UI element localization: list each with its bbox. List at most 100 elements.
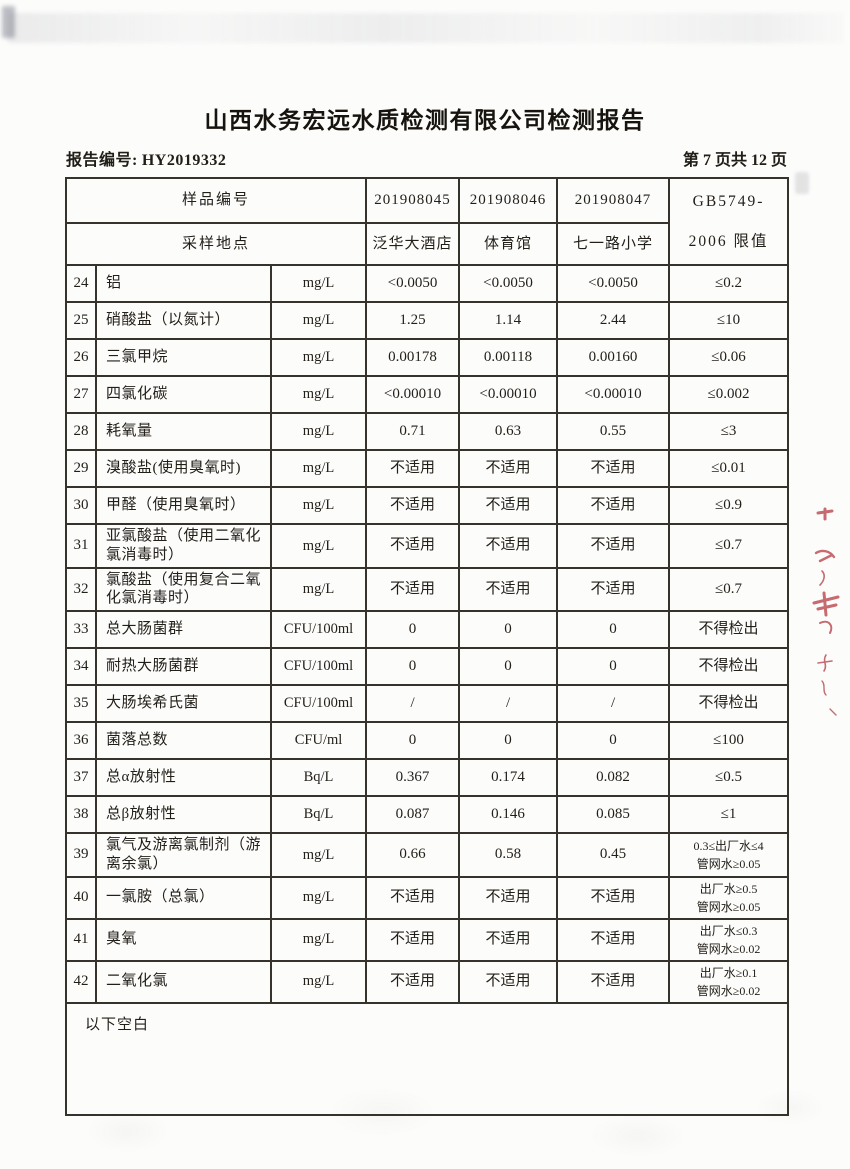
row-number: 34 bbox=[65, 647, 97, 686]
value-sample-3: <0.0050 bbox=[556, 264, 671, 303]
value-sample-2: 0.00118 bbox=[458, 338, 559, 377]
table-row: 39 氯气及游离氯制剂（游离余氯） mg/L 0.66 0.58 0.45 0.3≤出厂水≤… bbox=[65, 832, 790, 878]
sample-id-2: 201908046 bbox=[458, 177, 559, 224]
value-sample-3: <0.00010 bbox=[556, 375, 671, 414]
value-sample-2: 不适用 bbox=[458, 523, 559, 569]
value-sample-1: / bbox=[365, 684, 461, 723]
param-name: 氯气及游离氯制剂（游离余氯） bbox=[95, 832, 272, 878]
value-sample-1: 0.367 bbox=[365, 758, 461, 797]
param-name: 臭氧 bbox=[95, 917, 272, 962]
value-sample-2: 0.63 bbox=[458, 412, 559, 451]
report-number: 报告编号: HY2019332 bbox=[66, 146, 226, 170]
unit-cell: Bq/L bbox=[269, 758, 368, 797]
param-name: 耗氧量 bbox=[95, 412, 272, 451]
value-sample-1: 不适用 bbox=[365, 875, 461, 920]
page-indicator: 第 7 页共 12 页 bbox=[682, 152, 787, 169]
param-name: 菌落总数 bbox=[95, 721, 272, 760]
param-name: 二氧化氯 bbox=[95, 959, 272, 1004]
row-number: 37 bbox=[65, 758, 97, 797]
value-sample-3: 0.00160 bbox=[556, 338, 671, 377]
row-number: 26 bbox=[65, 338, 97, 377]
table-row: 27 四氯化碳 mg/L <0.00010 <0.00010 <0.00010 ≤0.002 bbox=[65, 375, 790, 414]
unit-cell: mg/L bbox=[269, 449, 368, 488]
value-sample-1: 0 bbox=[365, 647, 461, 686]
sample-id-3: 201908047 bbox=[556, 177, 671, 224]
report-title: 山西水务宏远水质检测有限公司检测报告 bbox=[204, 107, 646, 133]
row-number: 42 bbox=[65, 959, 97, 1004]
sample-id-label: 样品编号 bbox=[64, 177, 368, 224]
value-sample-1: 0.087 bbox=[365, 795, 461, 834]
limit-cell: ≤0.7 bbox=[668, 566, 790, 612]
table-row: 34 耐热大肠菌群 CFU/100ml 0 0 0 不得检出 bbox=[65, 647, 790, 686]
limit-cell: ≤0.01 bbox=[668, 449, 790, 488]
sample-location-label: 采样地点 bbox=[64, 222, 368, 266]
value-sample-1: 不适用 bbox=[365, 523, 461, 569]
location-3: 七一路小学 bbox=[556, 222, 671, 266]
value-sample-3: 不适用 bbox=[556, 959, 671, 1004]
row-number: 28 bbox=[65, 412, 97, 451]
param-name: 总α放射性 bbox=[95, 758, 272, 797]
value-sample-1: <0.00010 bbox=[365, 375, 461, 414]
value-sample-2: 不适用 bbox=[458, 959, 559, 1004]
param-name: 四氯化碳 bbox=[95, 375, 272, 414]
value-sample-1: 0.66 bbox=[365, 832, 461, 878]
table-row: 38 总β放射性 Bq/L 0.087 0.146 0.085 ≤1 bbox=[65, 795, 790, 834]
unit-cell: mg/L bbox=[269, 375, 368, 414]
param-name: 三氯甲烷 bbox=[95, 338, 272, 377]
row-number: 36 bbox=[65, 721, 97, 760]
limit-column-header: GB5749- 2006 限值 bbox=[668, 177, 790, 266]
param-name: 甲醛（使用臭氧时） bbox=[95, 486, 272, 525]
limit-cell: 不得检出 bbox=[668, 610, 790, 649]
value-sample-3: 0.082 bbox=[556, 758, 671, 797]
value-sample-2: / bbox=[458, 684, 559, 723]
value-sample-2: 不适用 bbox=[458, 875, 559, 920]
stamp-strokes-svg bbox=[812, 507, 840, 716]
limit-cell: ≤0.9 bbox=[668, 486, 790, 525]
row-number: 40 bbox=[65, 875, 97, 920]
table-row: 36 菌落总数 CFU/ml 0 0 0 ≤100 bbox=[65, 721, 790, 760]
limit-cell: 0.3≤出厂水≤4 管网水≥0.05 bbox=[668, 832, 790, 878]
param-name: 亚氯酸盐（使用二氧化氯消毒时） bbox=[95, 523, 272, 569]
blank-footer-row: 以下空白 bbox=[64, 1001, 790, 1116]
value-sample-3: 不适用 bbox=[556, 523, 671, 569]
value-sample-3: 不适用 bbox=[556, 917, 671, 962]
param-name: 溴酸盐(使用臭氧时) bbox=[95, 449, 272, 488]
unit-cell: mg/L bbox=[269, 832, 368, 878]
value-sample-2: 0 bbox=[458, 610, 559, 649]
report-number-value: HY2019332 bbox=[141, 152, 227, 169]
report-meta-row: 报告编号: HY2019332 第 7 页共 12 页 bbox=[66, 146, 787, 170]
param-name: 总β放射性 bbox=[95, 795, 272, 834]
table-row: 33 总大肠菌群 CFU/100ml 0 0 0 不得检出 bbox=[65, 610, 790, 649]
value-sample-3: / bbox=[556, 684, 671, 723]
value-sample-3: 0.45 bbox=[556, 832, 671, 878]
param-name: 总大肠菌群 bbox=[95, 610, 272, 649]
scan-artifact-band bbox=[8, 13, 844, 43]
value-sample-3: 0 bbox=[556, 721, 671, 760]
value-sample-2: 0.146 bbox=[458, 795, 559, 834]
unit-cell: CFU/100ml bbox=[269, 647, 368, 686]
table-row: 28 耗氧量 mg/L 0.71 0.63 0.55 ≤3 bbox=[65, 412, 790, 451]
limit-cell: 出厂水≤0.3 管网水≥0.02 bbox=[668, 917, 790, 962]
table-row: 30 甲醛（使用臭氧时） mg/L 不适用 不适用 不适用 ≤0.9 bbox=[65, 486, 790, 525]
row-number: 38 bbox=[65, 795, 97, 834]
table-row: 35 大肠埃希氏菌 CFU/100ml / / / 不得检出 bbox=[65, 684, 790, 723]
value-sample-2: 0 bbox=[458, 721, 559, 760]
limit-cell: ≤3 bbox=[668, 412, 790, 451]
value-sample-1: <0.0050 bbox=[365, 264, 461, 303]
blank-note: 以下空白 bbox=[64, 1001, 790, 1116]
table-row: 37 总α放射性 Bq/L 0.367 0.174 0.082 ≤0.5 bbox=[65, 758, 790, 797]
value-sample-3: 不适用 bbox=[556, 449, 671, 488]
limit-cell: 出厂水≥0.1 管网水≥0.02 bbox=[668, 959, 790, 1004]
value-sample-1: 0 bbox=[365, 610, 461, 649]
location-1: 泛华大酒店 bbox=[365, 222, 461, 266]
unit-cell: mg/L bbox=[269, 486, 368, 525]
row-number: 39 bbox=[65, 832, 97, 878]
param-name: 一氯胺（总氯） bbox=[95, 875, 272, 920]
scan-corner-smudge bbox=[2, 6, 15, 38]
row-number: 41 bbox=[65, 917, 97, 962]
value-sample-1: 1.25 bbox=[365, 301, 461, 340]
value-sample-3: 0 bbox=[556, 610, 671, 649]
row-number: 32 bbox=[65, 566, 97, 612]
row-number: 24 bbox=[65, 264, 97, 303]
